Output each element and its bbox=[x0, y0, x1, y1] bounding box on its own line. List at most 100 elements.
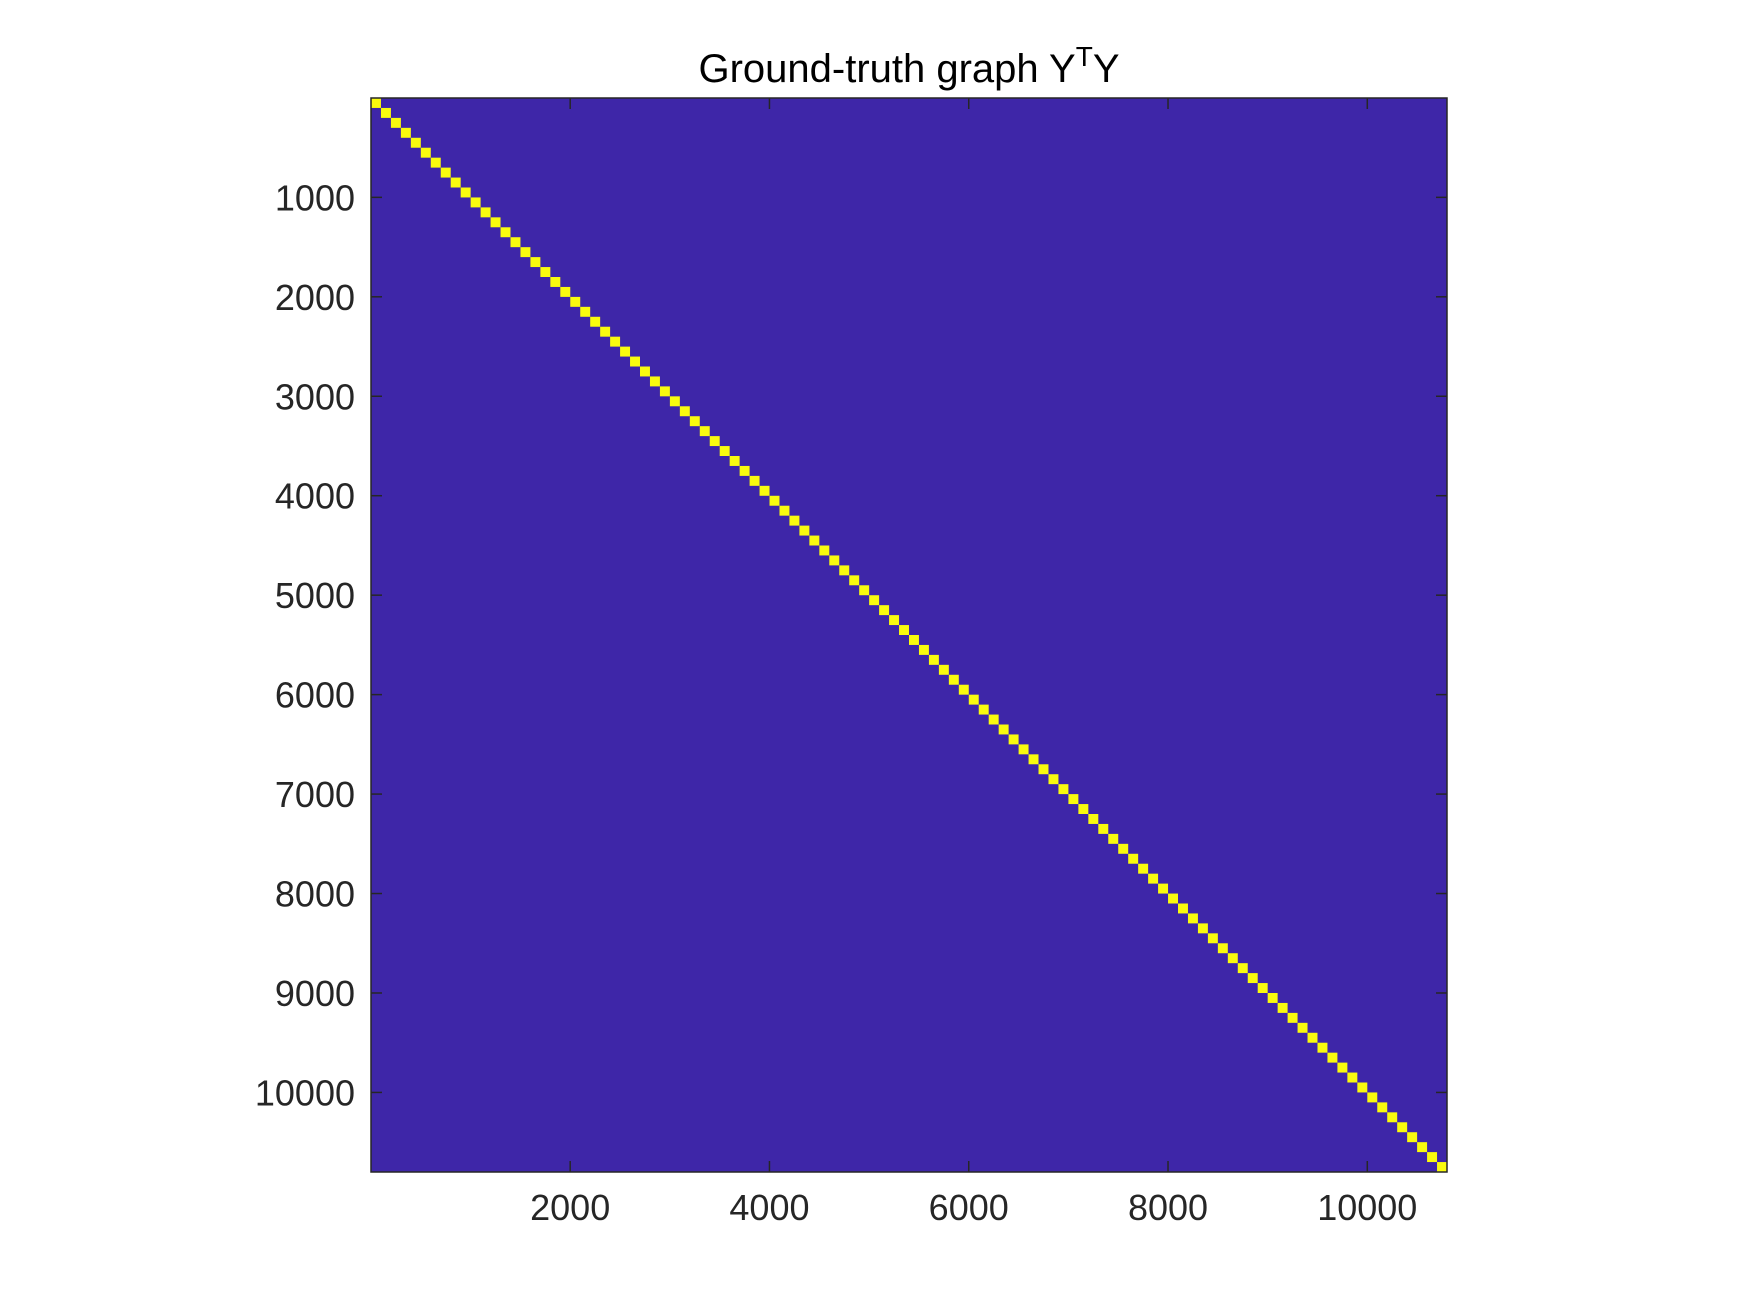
diagonal-block bbox=[1307, 1032, 1318, 1043]
diagonal-block bbox=[430, 157, 441, 168]
diagonal-block bbox=[1387, 1112, 1398, 1123]
diagonal-block bbox=[580, 306, 591, 317]
diagonal-block bbox=[1217, 943, 1228, 954]
diagonal-block bbox=[899, 625, 909, 635]
diagonal-block bbox=[1347, 1072, 1358, 1083]
diagonal-block bbox=[390, 117, 401, 128]
diagonal-block bbox=[1297, 1022, 1308, 1033]
diagonal-block bbox=[928, 654, 939, 665]
y-tick-label: 2000 bbox=[275, 277, 355, 318]
diagonal-block bbox=[789, 515, 800, 526]
diagonal-block bbox=[679, 406, 690, 417]
diagonal-block bbox=[1337, 1062, 1348, 1073]
diagonal-block bbox=[490, 217, 501, 228]
chart-title-superscript: T bbox=[1076, 41, 1093, 72]
y-tick-label: 3000 bbox=[275, 376, 355, 417]
diagonal-block bbox=[1178, 903, 1188, 914]
diagonal-block bbox=[988, 714, 999, 725]
x-axis: 2000 4000 6000 8000 10000 bbox=[530, 98, 1417, 1228]
diagonal-block bbox=[909, 635, 919, 645]
diagonal-block bbox=[1008, 734, 1019, 745]
y-tick-label: 7000 bbox=[275, 774, 355, 815]
diagonal-block bbox=[590, 316, 601, 327]
diagonal-block bbox=[1207, 933, 1218, 944]
diagonal-block bbox=[689, 416, 700, 427]
diagonal-block bbox=[1148, 873, 1159, 884]
diagonal-block bbox=[1048, 774, 1059, 785]
diagonal-block bbox=[440, 167, 451, 178]
diagonal-block bbox=[1028, 754, 1039, 765]
diagonal-block bbox=[998, 724, 1009, 735]
diagonal-block bbox=[719, 446, 730, 456]
x-tick-label: 4000 bbox=[729, 1187, 809, 1228]
diagonal-block bbox=[799, 525, 810, 536]
plot-area bbox=[370, 97, 1448, 1173]
diagonal-block bbox=[1058, 784, 1069, 795]
diagonal-block bbox=[1397, 1122, 1408, 1133]
diagonal-block bbox=[1128, 853, 1139, 864]
diagonal-block bbox=[948, 674, 959, 685]
diagonal-block bbox=[759, 485, 770, 496]
chart-title: Ground-truth graph YTY bbox=[698, 41, 1119, 91]
axes-box bbox=[370, 97, 1448, 1173]
diagonal-block bbox=[1237, 963, 1248, 974]
diagonal-block bbox=[1277, 1002, 1288, 1013]
diagonal-block bbox=[1437, 1162, 1447, 1172]
diagonal-block bbox=[380, 107, 391, 118]
diagonal-block bbox=[1417, 1142, 1428, 1153]
diagonal-block bbox=[610, 336, 621, 347]
diagonal-block bbox=[1257, 983, 1268, 993]
diagonal-block bbox=[1078, 804, 1089, 814]
y-tick-label: 10000 bbox=[255, 1072, 355, 1113]
x-tick-label: 2000 bbox=[530, 1187, 610, 1228]
diagonal-block bbox=[918, 644, 929, 655]
diagonal-block bbox=[1357, 1082, 1368, 1093]
diagonal-block bbox=[540, 267, 551, 277]
diagonal-block bbox=[938, 664, 949, 675]
diagonal-block bbox=[669, 396, 680, 407]
chart-title-suffix: Y bbox=[1093, 47, 1120, 91]
diagonal-block bbox=[839, 565, 850, 576]
diagonal-block bbox=[1118, 843, 1129, 854]
diagonal-block bbox=[709, 436, 720, 447]
diagonal-block bbox=[1138, 863, 1149, 874]
diagonal-block bbox=[550, 277, 561, 287]
diagonal-block bbox=[520, 247, 531, 258]
diagonal-block bbox=[1367, 1092, 1378, 1103]
y-tick-label: 4000 bbox=[275, 476, 355, 517]
diagonal-block bbox=[1267, 993, 1278, 1003]
diagonal-block bbox=[1247, 973, 1258, 984]
diagonal-block bbox=[510, 237, 521, 248]
chart-title-main: Ground-truth graph Y bbox=[698, 47, 1075, 91]
y-tick-label: 5000 bbox=[275, 575, 355, 616]
diagonal-block bbox=[1227, 953, 1238, 964]
x-tick-label: 6000 bbox=[929, 1187, 1009, 1228]
diagonal-block bbox=[779, 505, 790, 516]
diagonal-block bbox=[1197, 923, 1208, 934]
diagonal-block bbox=[500, 227, 511, 238]
diagonal-block bbox=[450, 177, 461, 188]
diagonal-block bbox=[1158, 883, 1169, 894]
diagonal-block bbox=[460, 187, 471, 198]
diagonal-block bbox=[480, 207, 491, 218]
diagonal-block bbox=[769, 495, 780, 506]
diagonal-block bbox=[470, 197, 481, 208]
diagonal-block bbox=[1108, 833, 1119, 844]
diagonal-block bbox=[600, 326, 611, 337]
diagonal-block bbox=[1287, 1012, 1298, 1023]
y-tick-label: 6000 bbox=[275, 675, 355, 716]
diagonal-block bbox=[809, 535, 820, 546]
diagonal-block bbox=[1317, 1042, 1328, 1053]
diagonal-blocks bbox=[371, 98, 1447, 1172]
diagonal-block bbox=[400, 127, 411, 138]
diagonal-block bbox=[1018, 744, 1029, 755]
diagonal-block bbox=[630, 356, 640, 367]
diagonal-block bbox=[659, 386, 670, 397]
diagonal-block bbox=[1377, 1102, 1388, 1113]
diagonal-block bbox=[879, 605, 890, 616]
diagonal-block bbox=[849, 575, 860, 586]
diagonal-block bbox=[640, 366, 650, 377]
diagonal-block bbox=[729, 456, 740, 466]
x-tick-label: 8000 bbox=[1128, 1187, 1208, 1228]
